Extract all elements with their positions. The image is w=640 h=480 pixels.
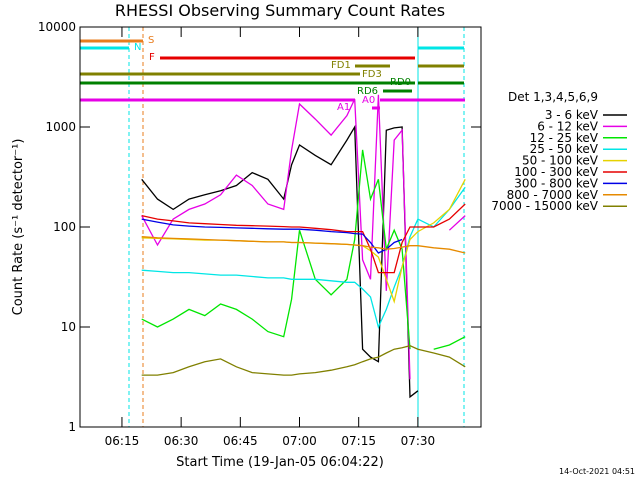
flag-label: A0: [362, 95, 375, 106]
legend-label: 12 - 25 keV: [530, 131, 599, 145]
flag-label: S: [148, 35, 154, 46]
series-line: [141, 236, 466, 254]
series-line: [141, 149, 466, 350]
y-tick-label: 100: [53, 220, 76, 234]
legend-label: 300 - 800 keV: [514, 176, 598, 190]
legend-label: 25 - 50 keV: [530, 142, 599, 156]
x-tick-label: 06:45: [223, 434, 258, 448]
plot-area: S N F FD1 FD3 RD0 RD6 A1 A0: [79, 27, 465, 427]
series-line: [141, 186, 466, 329]
flag-label: FD3: [362, 69, 382, 80]
flag-label: RD6: [357, 86, 378, 97]
legend-label: 3 - 6 keV: [545, 108, 599, 122]
legend-title: Det 1,3,4,5,6,9: [508, 90, 598, 104]
y-tick-label: 1: [68, 420, 76, 434]
series-line: [141, 218, 403, 254]
series-line: [141, 203, 466, 274]
x-axis-label: Start Time (19-Jan-05 06:04:22): [176, 455, 384, 470]
x-tick-label: 06:30: [164, 434, 199, 448]
legend-label: 7000 - 15000 keV: [491, 199, 598, 213]
flag-label: F: [149, 52, 155, 63]
legend-label: 50 - 100 keV: [522, 154, 599, 168]
flag-label: FD1: [331, 60, 351, 71]
x-tick-label: 07:30: [401, 434, 436, 448]
series-line: [141, 345, 466, 376]
y-tick-label: 10000: [38, 20, 76, 34]
flag-label: N: [134, 42, 141, 53]
legend-label: 800 - 7000 keV: [507, 188, 599, 202]
legend-label: 100 - 300 keV: [514, 165, 598, 179]
series-line: [141, 94, 466, 380]
x-tick-label: 07:00: [282, 434, 317, 448]
series-line: [141, 124, 419, 399]
y-tick-label: 10: [61, 320, 76, 334]
y-axis-label: Count Rate (s⁻¹ detector⁻¹): [11, 139, 26, 316]
chart-title: RHESSI Observing Summary Count Rates: [115, 1, 445, 20]
legend-label: 6 - 12 keV: [537, 119, 599, 133]
flag-label: RD0: [390, 77, 411, 88]
y-tick-label: 1000: [45, 120, 76, 134]
footer: 14-Oct-2021 04:51: [559, 467, 635, 476]
x-tick-label: 07:15: [341, 434, 376, 448]
x-tick-label: 06:15: [105, 434, 140, 448]
flag-label: A1: [337, 102, 350, 113]
